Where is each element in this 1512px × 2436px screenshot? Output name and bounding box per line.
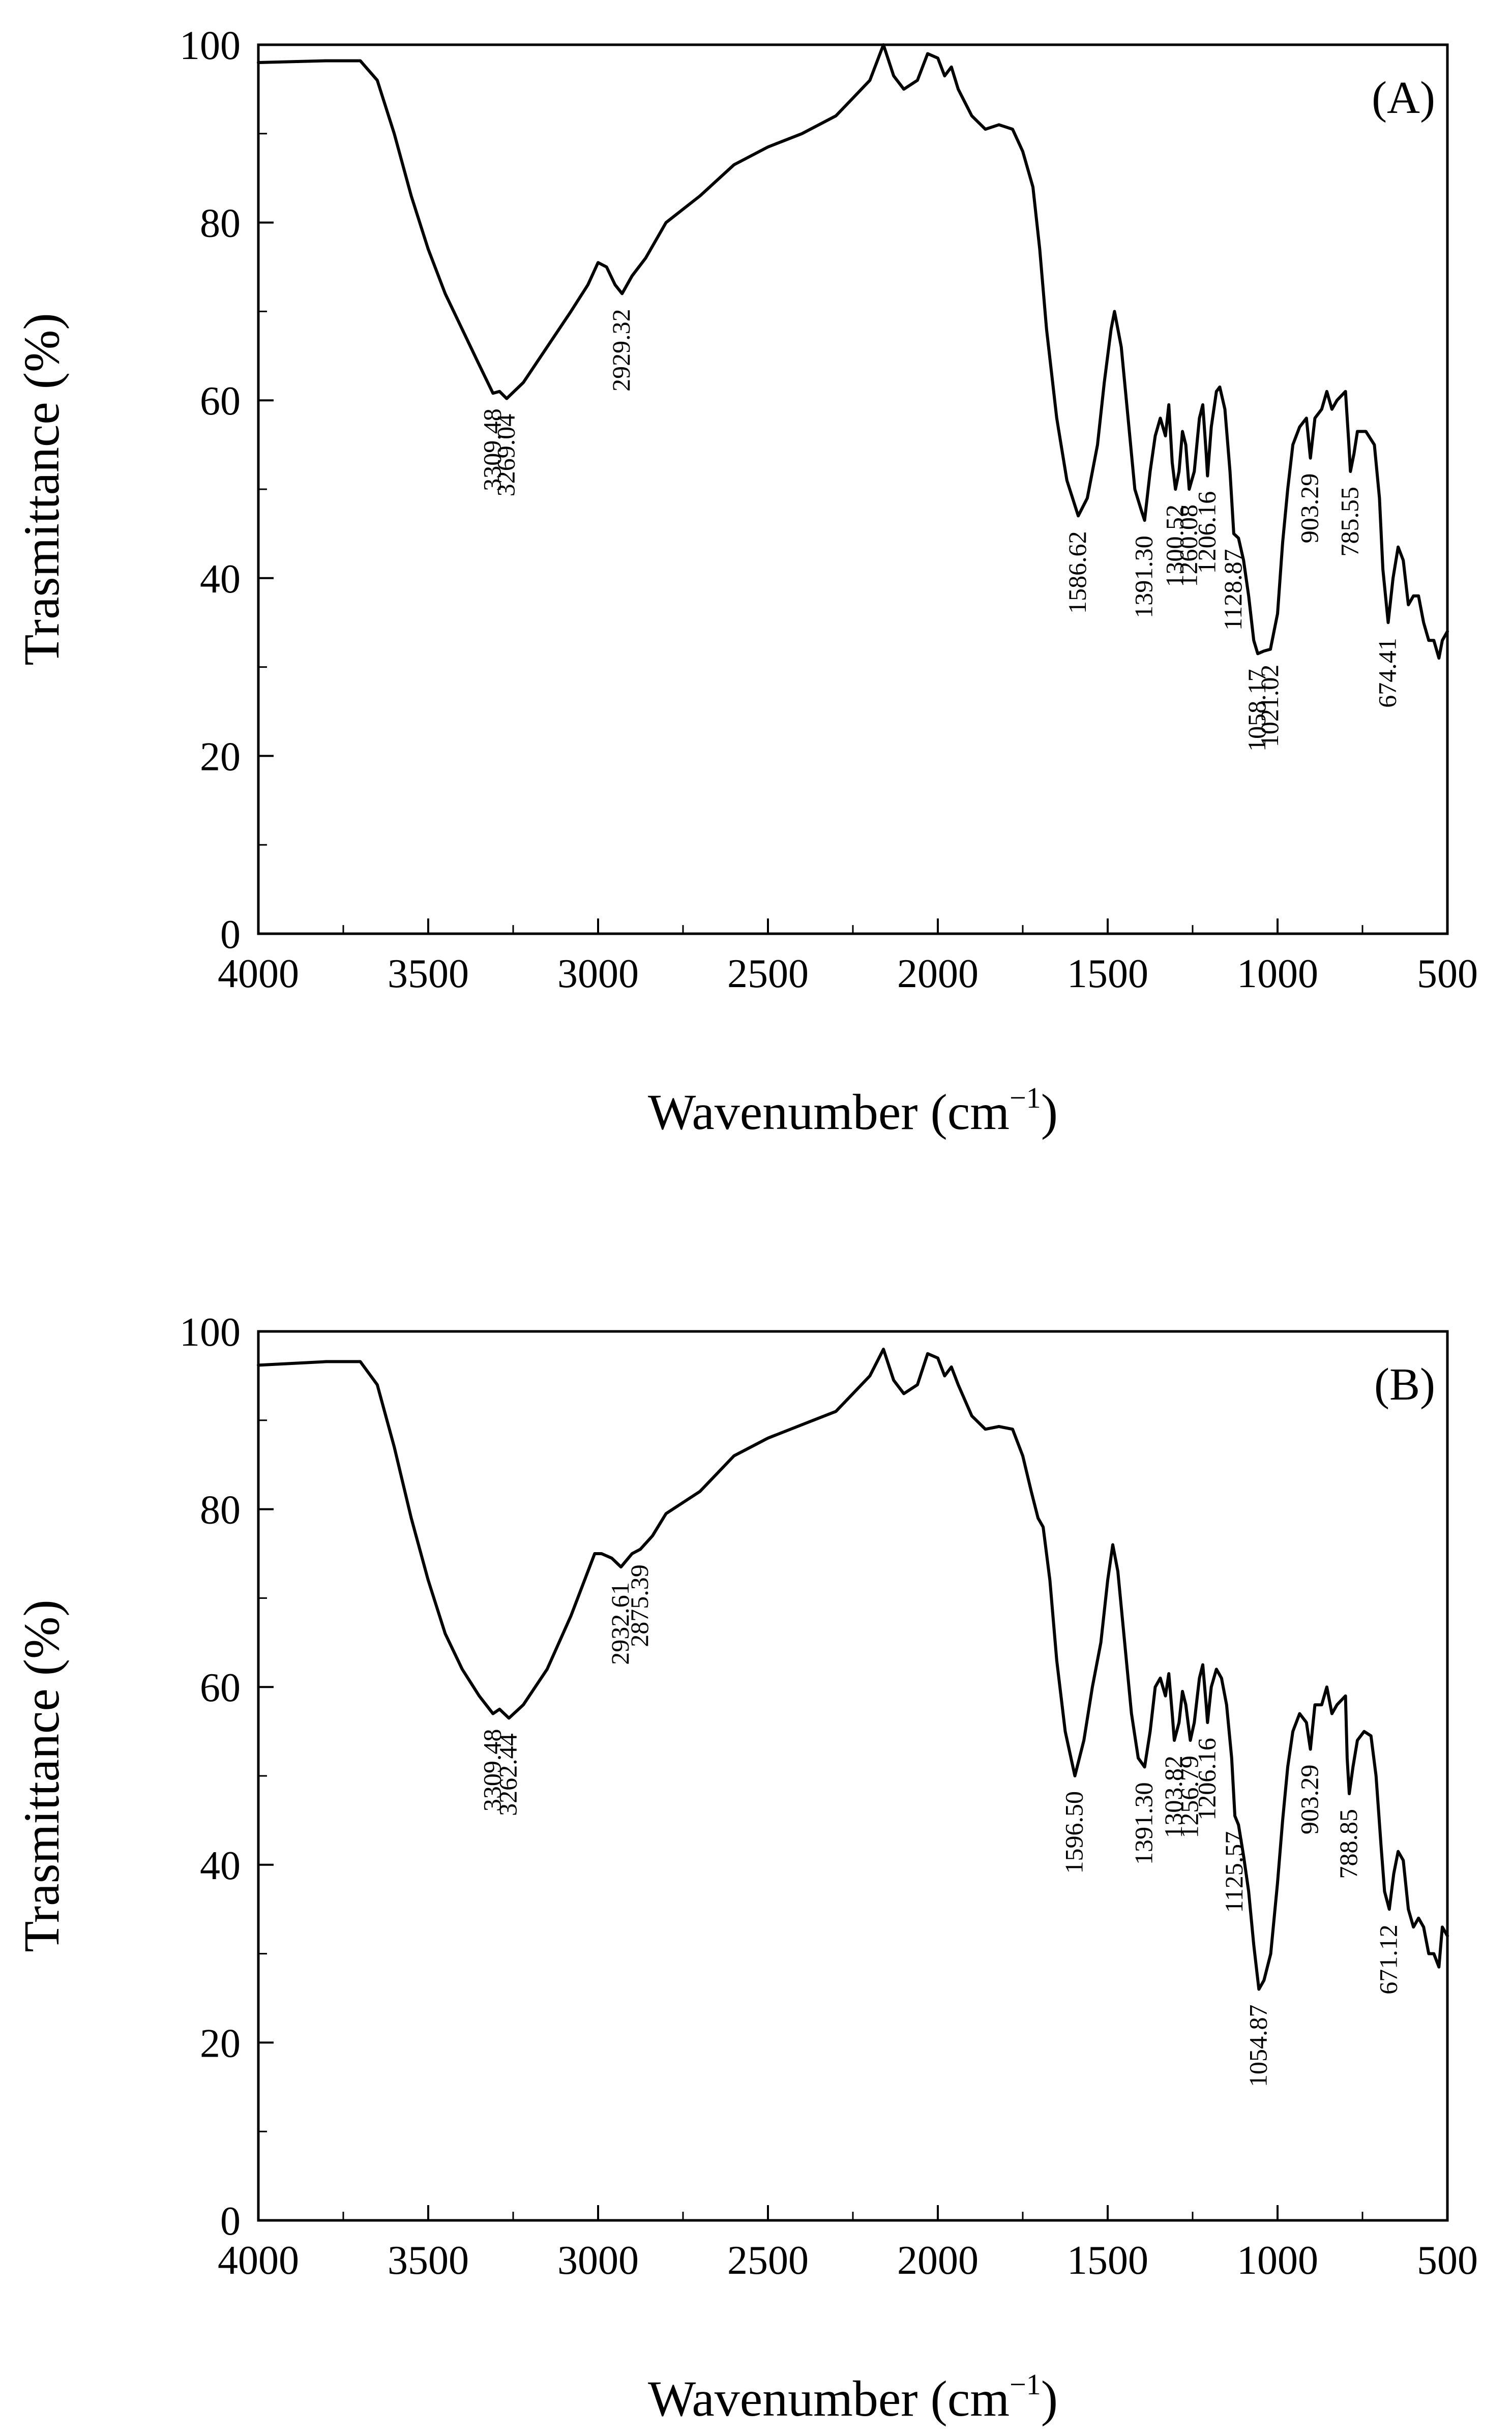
y-tick-label: 40 bbox=[200, 557, 241, 602]
x-tick-label: 1500 bbox=[1067, 2238, 1148, 2283]
x-tick-label: 3000 bbox=[557, 2238, 639, 2283]
y-tick-label: 80 bbox=[200, 1488, 241, 1533]
x-axis: 4000 3500 3000 2500 2000 1500 1000 500 bbox=[218, 2205, 1478, 2283]
y-axis: 0 20 40 60 80 100 bbox=[180, 1310, 274, 2244]
x-axis-title: Wavenumber (cm−1) bbox=[648, 2368, 1058, 2427]
peak-label: 1300.52 bbox=[1160, 504, 1189, 587]
chart-panel-a: 4000 3500 3000 2500 2000 1500 1000 500 0 20 40 60 8… bbox=[13, 23, 1478, 1140]
x-axis-title-close: ) bbox=[1041, 1084, 1058, 1140]
x-axis-title: Wavenumber (cm−1) bbox=[648, 1081, 1058, 1140]
y-tick-label: 0 bbox=[220, 2199, 241, 2244]
y-axis-title: Trasmittance (%) bbox=[13, 313, 70, 665]
peak-label: 1596.50 bbox=[1060, 1791, 1088, 1874]
spectrum-line bbox=[257, 43, 1449, 660]
x-tick-label: 500 bbox=[1417, 2238, 1478, 2283]
chart-panel-b: 4000 3500 3000 2500 2000 1500 1000 500 0 20 40 60 8… bbox=[13, 1310, 1478, 2427]
peak-label: 671.12 bbox=[1374, 1924, 1403, 1995]
peak-label: 2932.61 bbox=[606, 1582, 634, 1665]
peak-label: 1303.82 bbox=[1159, 1756, 1188, 1838]
peak-label: 1058.17 bbox=[1242, 669, 1271, 752]
peak-label: 1391.30 bbox=[1130, 536, 1158, 618]
peak-label: 3269.04 bbox=[491, 414, 520, 497]
x-tick-label: 500 bbox=[1417, 952, 1478, 996]
x-tick-label: 3500 bbox=[388, 952, 469, 996]
peak-label: 903.29 bbox=[1295, 473, 1324, 544]
peak-label: 3262.44 bbox=[494, 1733, 522, 1816]
peak-label: 1391.30 bbox=[1130, 1783, 1158, 1865]
peak-label: 1206.16 bbox=[1192, 1738, 1221, 1821]
y-tick-label: 0 bbox=[220, 912, 241, 957]
y-axis: 0 20 40 60 80 100 bbox=[180, 23, 274, 957]
y-axis-title: Trasmittance (%) bbox=[13, 1599, 70, 1952]
spectrum-line bbox=[257, 1348, 1449, 1991]
peak-label: 3309.48 bbox=[478, 1729, 506, 1812]
x-tick-label: 2000 bbox=[897, 952, 979, 996]
x-axis-title-sup: −1 bbox=[1010, 2368, 1041, 2401]
x-tick-label: 1500 bbox=[1067, 952, 1148, 996]
x-tick-label: 1000 bbox=[1237, 2238, 1318, 2283]
x-axis-title-close: ) bbox=[1041, 2370, 1058, 2427]
peak-label: 3309.48 bbox=[478, 408, 506, 491]
peak-label: 785.55 bbox=[1335, 487, 1363, 557]
peak-label: 1054.87 bbox=[1243, 2005, 1272, 2088]
x-tick-label: 4000 bbox=[218, 952, 299, 996]
peak-label: 1125.57 bbox=[1220, 1831, 1248, 1913]
y-tick-label: 100 bbox=[180, 23, 241, 68]
peak-label: 1021.02 bbox=[1255, 665, 1284, 748]
y-tick-label: 60 bbox=[200, 379, 241, 424]
peak-label: 1206.16 bbox=[1192, 491, 1221, 574]
peak-label: 2929.32 bbox=[607, 309, 635, 392]
x-tick-label: 2000 bbox=[897, 2238, 979, 2283]
peak-label: 1128.87 bbox=[1219, 549, 1247, 631]
x-tick-label: 1000 bbox=[1237, 952, 1318, 996]
peak-label: 903.29 bbox=[1295, 1765, 1324, 1835]
y-tick-label: 40 bbox=[200, 1844, 241, 1888]
y-tick-label: 100 bbox=[180, 1310, 241, 1355]
x-tick-label: 3000 bbox=[557, 952, 639, 996]
y-tick-label: 20 bbox=[200, 734, 241, 779]
peak-label: 1260.08 bbox=[1174, 504, 1202, 587]
peak-label: 674.41 bbox=[1373, 638, 1402, 708]
y-tick-label: 80 bbox=[200, 201, 241, 246]
x-tick-label: 4000 bbox=[218, 2238, 299, 2283]
peak-label: 2875.39 bbox=[625, 1564, 654, 1647]
x-axis-title-sup: −1 bbox=[1010, 1081, 1041, 1114]
x-tick-label: 2500 bbox=[727, 2238, 809, 2283]
y-tick-label: 20 bbox=[200, 2021, 241, 2066]
peak-label: 788.85 bbox=[1334, 1809, 1362, 1879]
y-tick-label: 60 bbox=[200, 1666, 241, 1710]
peak-label: 1586.62 bbox=[1063, 531, 1091, 614]
x-axis-title-text: Wavenumber (cm bbox=[648, 1084, 1010, 1140]
x-tick-label: 2500 bbox=[727, 952, 809, 996]
x-axis: 4000 3500 3000 2500 2000 1500 1000 500 bbox=[218, 918, 1478, 996]
panel-label: (B) bbox=[1374, 1359, 1435, 1410]
peak-label: 1256.79 bbox=[1175, 1756, 1204, 1838]
x-tick-label: 3500 bbox=[388, 2238, 469, 2283]
panel-label: (A) bbox=[1372, 73, 1435, 123]
x-axis-title-text: Wavenumber (cm bbox=[648, 2370, 1010, 2427]
plot-frame bbox=[257, 43, 1449, 935]
